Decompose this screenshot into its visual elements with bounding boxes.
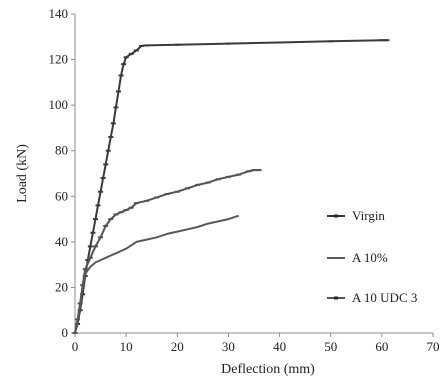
legend: Virgin A 10% A 10 UDC 3 xyxy=(327,208,417,305)
tick-labels: 0 20 40 60 80 100 120 140 0 10 20 30 40 50 60 70 xyxy=(49,6,440,354)
series-line xyxy=(74,169,260,334)
legend-item: A 10% xyxy=(327,250,388,265)
series-3 xyxy=(72,169,262,334)
x-tick-label: 70 xyxy=(427,339,440,354)
legend-label: A 10 UDC 3 xyxy=(352,290,417,305)
legend-label: A 10% xyxy=(352,250,388,265)
y-tick-label: 140 xyxy=(49,6,69,21)
axes xyxy=(71,13,434,337)
y-tick-label: 120 xyxy=(49,52,69,67)
x-tick-label: 50 xyxy=(324,339,337,354)
x-tick-label: 30 xyxy=(222,339,235,354)
series-line xyxy=(74,39,387,334)
y-tick-label: 100 xyxy=(49,97,69,112)
legend-item: Virgin xyxy=(327,208,385,223)
y-tick-label: 60 xyxy=(55,188,68,203)
x-tick-label: 0 xyxy=(72,339,79,354)
x-tick-label: 10 xyxy=(120,339,133,354)
y-tick-label: 0 xyxy=(62,325,69,340)
legend-label: Virgin xyxy=(352,208,385,223)
series-layer xyxy=(72,39,390,334)
x-axis-title: Deflection (mm) xyxy=(221,362,315,377)
y-tick-label: 80 xyxy=(55,143,68,158)
legend-item: A 10 UDC 3 xyxy=(327,290,417,305)
series-line xyxy=(74,214,240,334)
y-tick-label: 20 xyxy=(55,279,68,294)
x-tick-label: 60 xyxy=(375,339,388,354)
y-axis-title: Load (kN) xyxy=(15,144,30,203)
x-tick-label: 20 xyxy=(171,339,184,354)
series-2 xyxy=(74,214,240,334)
series-1 xyxy=(72,39,390,334)
x-tick-label: 40 xyxy=(273,339,286,354)
y-tick-label: 40 xyxy=(55,234,68,249)
